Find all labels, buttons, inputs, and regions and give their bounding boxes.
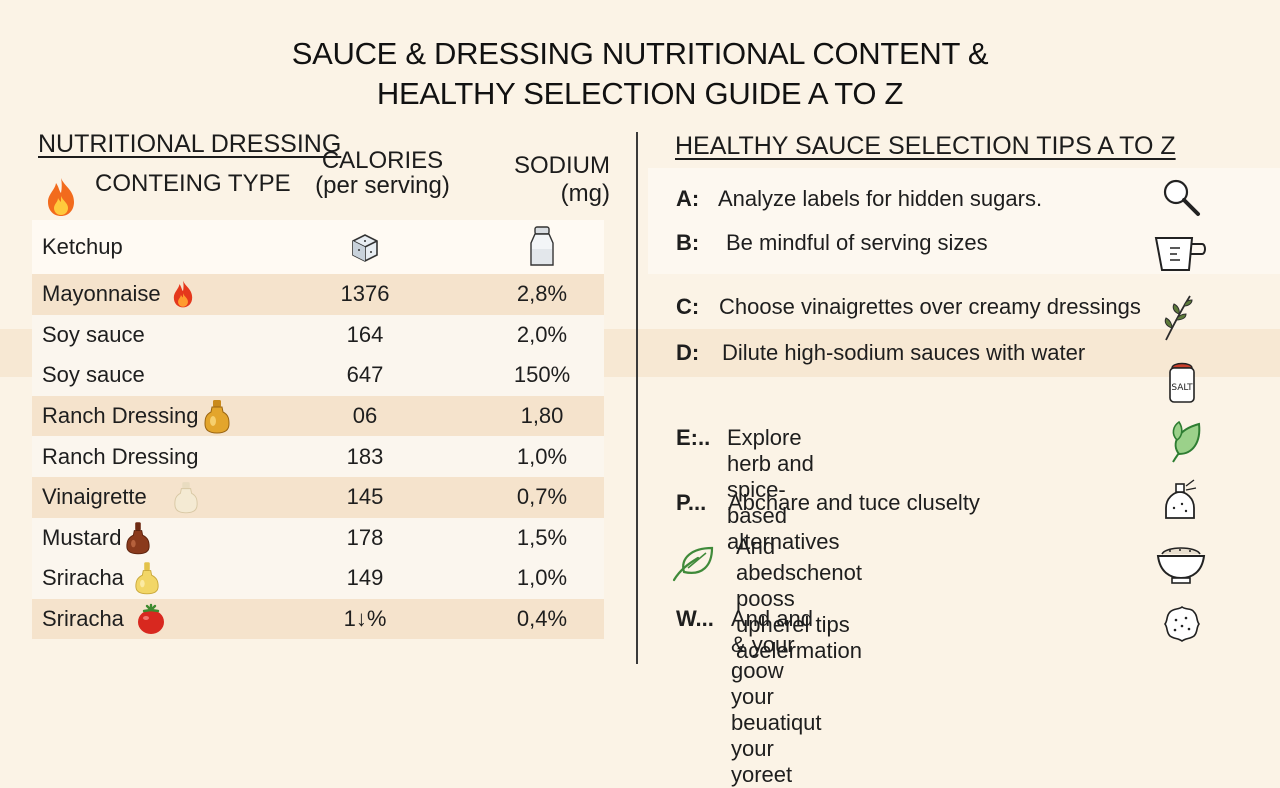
sauce-name: Sriracha	[42, 599, 166, 640]
calories-value: 647	[346, 362, 384, 388]
herb-sprig-icon	[1160, 294, 1196, 342]
tip-key: P...	[676, 490, 707, 515]
tomato-icon	[136, 603, 166, 635]
sodium-value: 2,0%	[516, 321, 568, 347]
calories-value: 178	[346, 524, 384, 550]
table-row: Mayonnaise 1376 2,8%	[32, 274, 604, 315]
calories-value: 183	[346, 443, 384, 469]
calories-value: 1↓%	[343, 606, 387, 632]
nutrition-table: Ketchup Mayonnaise	[32, 220, 604, 640]
title-line-2: HEALTHY SELECTION GUIDE A TO Z	[376, 76, 904, 111]
table-row: Vinaigrette 145 0,7%	[32, 476, 604, 518]
table-row: Ketchup	[32, 220, 604, 274]
sauce-name-text: Sriracha	[42, 606, 124, 632]
calories-value: 1376	[340, 281, 390, 307]
svg-text:SALT: SALT	[1171, 383, 1193, 393]
tip-text: Be mindful of serving sizes	[726, 230, 988, 255]
calories-header: CALORIES (per serving)	[310, 148, 455, 198]
amber-bottle-icon	[203, 398, 231, 434]
table-row: Sriracha 149 1,0%	[32, 558, 604, 599]
table-row: Mustard 178 1,5%	[32, 517, 604, 559]
salt-shaker-icon	[492, 220, 592, 274]
sodium-value: 1,5%	[516, 524, 568, 550]
tip-text: Explore herb and spice-based alternative…	[727, 425, 840, 554]
tip-text: Analyze labels for hidden sugars.	[718, 186, 1043, 211]
sauce-name: Sriracha	[42, 558, 160, 599]
tip-key: B:	[676, 230, 700, 255]
measuring-cup-icon	[1152, 232, 1208, 274]
table-row: Ranch Dressing 183 1,0%	[32, 436, 604, 477]
sodium-header: SODIUM (mg)	[470, 152, 610, 208]
sauce-name: Soy sauce	[42, 321, 145, 347]
type-heading: CONTEING TYPE	[95, 170, 291, 197]
sauce-name: Ketchup	[42, 234, 123, 259]
sodium-value: 1,80	[520, 403, 564, 429]
salt-shaker-icon: SALT	[1166, 358, 1198, 404]
cracker-icon	[1162, 604, 1202, 644]
table-row: Soy sauce 164 2,0%	[32, 314, 604, 356]
table-row: Ranch Dressing 06 1,80	[32, 395, 604, 437]
spice-jar-icon	[1160, 478, 1200, 522]
table-row: Sriracha 1↓% 0,4%	[32, 598, 604, 640]
flame-icon	[171, 278, 195, 310]
green-leaf-icon	[670, 544, 718, 584]
sauce-name-text: Vinaigrette	[42, 484, 147, 510]
brown-bottle-icon	[125, 520, 151, 556]
tip-text: Dilute high-sodium sauces with water	[722, 340, 1086, 365]
sodium-value: 1,0%	[516, 565, 568, 591]
tip-text: Abchare and tuce cluselty	[728, 490, 980, 515]
tip-text: And and & your goow your beuatiqut your …	[731, 606, 822, 787]
flame-icon	[44, 176, 78, 218]
calories-value: 149	[346, 565, 384, 591]
calories-header-label: CALORIES	[321, 147, 444, 174]
title-line-1: SAUCE & DRESSING NUTRITIONAL CONTENT &	[291, 36, 989, 71]
tip-key: C:	[676, 294, 700, 319]
sodium-header-unit: (mg)	[560, 180, 610, 207]
calories-value: 145	[346, 484, 384, 510]
calories-header-unit: (per serving)	[315, 172, 450, 199]
nutrition-heading: NUTRITIONAL DRESSING	[38, 130, 342, 158]
tip-text: Choose vinaigrettes over creamy dressing…	[719, 294, 1141, 319]
sauce-name-text: Mustard	[42, 524, 122, 550]
bowl-icon	[1154, 538, 1208, 586]
sauce-name: Soy sauce	[42, 362, 145, 388]
tip-text: And abedschenot pooss upherel tips acele…	[736, 534, 862, 663]
sauce-name: Ranch Dressing	[42, 396, 231, 437]
sodium-header-label: SODIUM	[514, 152, 610, 179]
tip-key: D:	[676, 340, 700, 365]
tip-key: E:..	[676, 425, 711, 450]
sauce-name: Vinaigrette	[42, 477, 199, 518]
tips-heading: HEALTHY SAUCE SELECTION TIPS A TO Z	[675, 132, 1176, 160]
sauce-name-text: Mayonnaise	[42, 281, 161, 307]
calories-value: 06	[352, 403, 378, 429]
sodium-value: 0,7%	[516, 484, 568, 510]
table-row: Soy sauce 647 150%	[32, 355, 604, 396]
sodium-value: 1,0%	[516, 443, 568, 469]
tip-key: W...	[676, 606, 714, 631]
sodium-value: 150%	[513, 362, 571, 388]
magnifier-icon	[1160, 176, 1202, 218]
sauce-name: Mayonnaise	[42, 274, 195, 315]
leaf-icon	[1165, 416, 1205, 464]
sauce-name: Ranch Dressing	[42, 443, 199, 469]
sauce-name-text: Sriracha	[42, 565, 124, 591]
sodium-value: 2,8%	[516, 281, 568, 307]
calories-value: 164	[346, 321, 384, 347]
tip-key: A:	[676, 186, 700, 211]
yellow-bottle-icon	[134, 561, 160, 595]
sauce-name-text: Ranch Dressing	[42, 403, 199, 429]
column-divider	[636, 132, 638, 664]
sugar-cube-icon	[315, 220, 415, 274]
page-title: SAUCE & DRESSING NUTRITIONAL CONTENT & H…	[0, 34, 1280, 114]
cream-bottle-icon	[173, 480, 199, 514]
sauce-name: Mustard	[42, 518, 151, 559]
sodium-value: 0,4%	[516, 606, 568, 632]
